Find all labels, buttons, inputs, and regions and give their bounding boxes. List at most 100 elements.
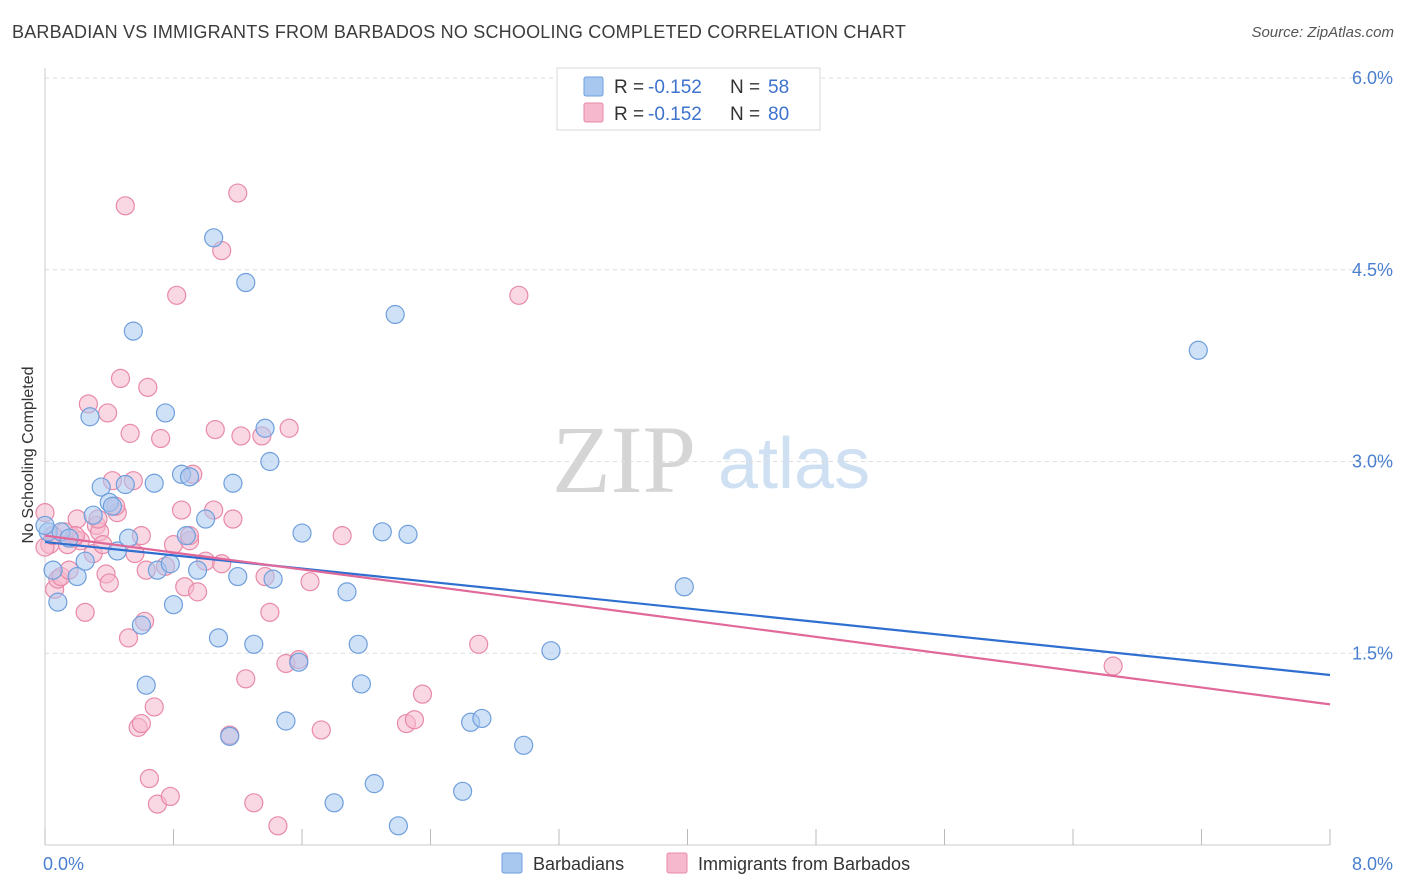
trend-line-pink <box>44 534 1331 706</box>
point-blue-15 <box>123 321 143 341</box>
point-pink-24 <box>120 423 140 443</box>
point-pink-62 <box>300 572 320 592</box>
legend-n-label-2: N = <box>730 104 760 125</box>
point-blue-14 <box>118 528 139 548</box>
point-blue-5 <box>67 566 87 587</box>
point-blue-46 <box>372 522 392 542</box>
point-blue-44 <box>351 674 372 694</box>
point-blue-30 <box>220 726 240 746</box>
tick-labels: 1.5% 3.0% 4.5% 6.0% 0.0% 8.0% <box>43 68 1393 874</box>
point-blue-38 <box>276 711 296 731</box>
point-blue-21 <box>160 554 180 574</box>
point-blue-8 <box>83 505 103 525</box>
y-tick-label-3: 6.0% <box>1352 68 1393 88</box>
point-pink-66 <box>404 710 425 730</box>
point-blue-25 <box>179 467 200 487</box>
point-blue-48 <box>388 816 408 836</box>
point-blue-20 <box>155 403 176 423</box>
legend-swatch-blue <box>583 76 604 97</box>
point-blue-32 <box>228 566 248 587</box>
point-blue-54 <box>541 641 561 661</box>
point-pink-54 <box>244 793 264 813</box>
point-blue-56 <box>1188 340 1208 360</box>
gridlines <box>45 77 1390 654</box>
point-pink-10 <box>75 602 95 622</box>
point-pink-21 <box>110 368 131 389</box>
point-blue-1 <box>43 560 63 580</box>
point-blue-35 <box>255 418 275 438</box>
point-blue-43 <box>348 634 368 654</box>
point-pink-53 <box>236 669 256 689</box>
point-blue-28 <box>204 228 224 248</box>
point-blue-16 <box>131 615 151 635</box>
point-blue-40 <box>292 523 312 543</box>
point-blue-18 <box>144 473 164 493</box>
point-blue-26 <box>187 560 208 580</box>
point-pink-67 <box>412 684 433 704</box>
bottom-legend-swatch-blue <box>501 852 523 874</box>
point-pink-17 <box>98 403 118 423</box>
y-tick-label-2: 4.5% <box>1352 260 1393 280</box>
point-blue-45 <box>364 774 384 794</box>
point-blue-27 <box>196 509 216 529</box>
point-blue-36 <box>260 451 280 472</box>
point-pink-37 <box>160 786 180 807</box>
point-blue-22 <box>163 595 184 615</box>
point-blue-50 <box>453 781 473 801</box>
point-blue-49 <box>398 524 418 544</box>
point-blue-57 <box>35 515 55 536</box>
bottom-legend-label-2: Immigrants from Barbados <box>698 854 910 874</box>
point-pink-57 <box>260 602 280 622</box>
point-pink-39 <box>167 285 187 305</box>
point-pink-44 <box>187 582 208 602</box>
point-pink-35 <box>151 428 171 449</box>
bottom-legend-swatch-pink <box>666 852 688 874</box>
point-blue-53 <box>514 735 534 755</box>
y-axis-label: No Schooling Completed <box>20 367 37 544</box>
correlation-legend: R = -0.152 N = 58 R = -0.152 N = 80 <box>556 67 821 131</box>
point-pink-32 <box>139 768 160 789</box>
series-legend: Barbadians Immigrants from Barbados <box>501 852 910 874</box>
legend-n-value-1: 58 <box>768 77 789 98</box>
bottom-legend-label-1: Barbadians <box>533 854 624 874</box>
point-blue-17 <box>136 675 156 695</box>
point-blue-55 <box>674 577 694 597</box>
watermark-zip: ZIP <box>552 406 696 513</box>
point-blue-6 <box>75 551 95 571</box>
point-pink-52 <box>231 426 251 446</box>
point-pink-64 <box>332 526 352 546</box>
point-blue-33 <box>236 272 256 293</box>
point-blue-24 <box>176 526 196 546</box>
axes <box>44 68 1331 846</box>
point-pink-58 <box>268 816 288 836</box>
point-blue-2 <box>48 592 68 612</box>
legend-r-value-2: -0.152 <box>648 104 702 125</box>
y-tick-label-1: 3.0% <box>1352 452 1393 472</box>
point-blue-29 <box>208 628 229 648</box>
legend-n-value-2: 80 <box>768 104 789 125</box>
point-pink-28 <box>131 713 151 734</box>
source-credit: Source: ZipAtlas.com <box>1251 24 1394 41</box>
legend-n-label-1: N = <box>730 77 760 98</box>
legend-swatch-pink <box>583 102 604 123</box>
point-pink-68 <box>469 634 489 654</box>
trend-lines <box>44 534 1331 706</box>
point-blue-9 <box>91 477 111 497</box>
point-blue-13 <box>115 474 135 495</box>
x-tick-label-0: 0.0% <box>43 854 84 874</box>
point-pink-70 <box>1103 656 1123 676</box>
point-pink-33 <box>144 697 164 717</box>
legend-r-label-1: R = <box>614 77 644 98</box>
point-pink-40 <box>171 500 192 520</box>
point-blue-34 <box>244 634 264 654</box>
point-pink-22 <box>115 196 135 216</box>
point-pink-23 <box>118 628 139 648</box>
point-blue-11 <box>102 496 123 516</box>
series-barbadians-points <box>35 228 1208 836</box>
point-blue-7 <box>80 407 100 427</box>
point-pink-47 <box>205 419 225 440</box>
y-tick-label-0: 1.5% <box>1352 643 1393 663</box>
x-tick-label-1: 8.0% <box>1352 854 1393 874</box>
point-pink-18 <box>99 573 119 593</box>
